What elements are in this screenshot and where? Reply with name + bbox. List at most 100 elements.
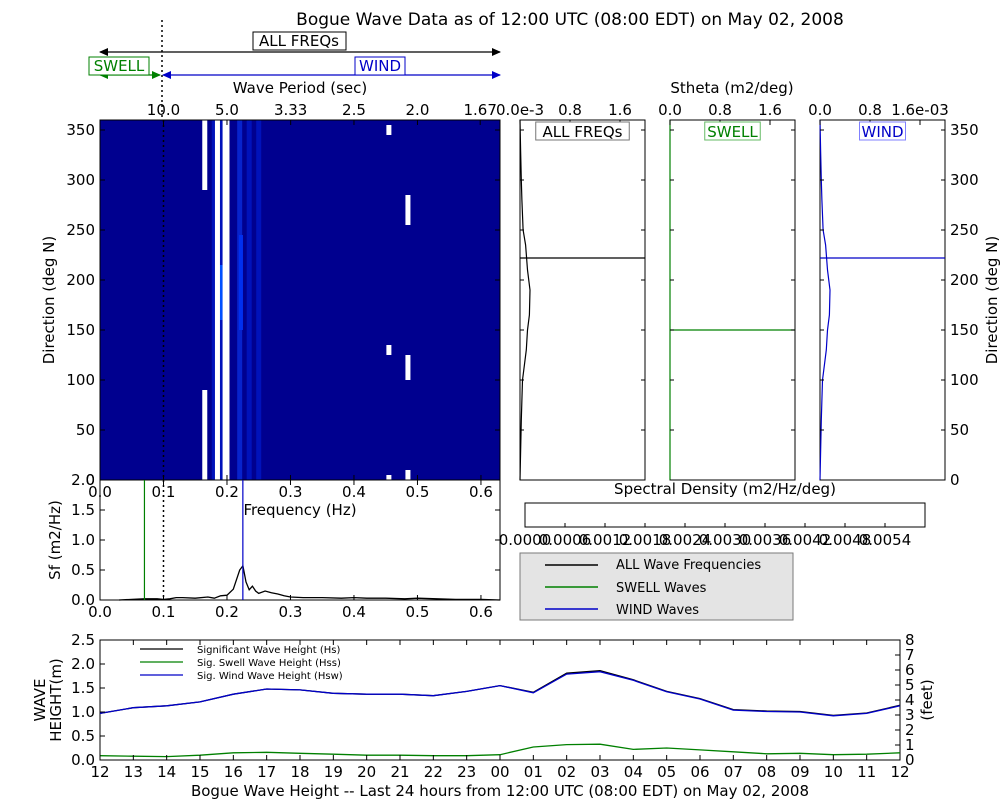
right-y-tick-label: 3 xyxy=(905,706,915,724)
y-tick-label: 150 xyxy=(950,321,979,339)
top-tick-label: 3.33 xyxy=(274,101,307,119)
right-y-tick-label: 5 xyxy=(905,676,915,694)
x-tick-label: 05 xyxy=(657,763,676,781)
missing-data-cell xyxy=(405,195,411,225)
missing-data-cell xyxy=(202,390,208,480)
right-y-tick-label: 8 xyxy=(905,631,915,649)
panel-frame xyxy=(669,119,796,481)
missing-data-cell xyxy=(386,345,392,355)
x-tick-label: 20 xyxy=(357,763,376,781)
top-tick-label: 1.6e-03 xyxy=(891,101,949,119)
x-tick-label: 0.4 xyxy=(342,483,366,501)
colorbar-tick-label: 0.0000 xyxy=(499,531,552,549)
y-tick-label: 1.0 xyxy=(71,531,95,549)
x-tick-label: 03 xyxy=(590,763,609,781)
y-tick-label: 0 xyxy=(85,471,95,489)
x-tick-label: 08 xyxy=(757,763,776,781)
panel-frame xyxy=(519,119,646,481)
y-tick-label: 350 xyxy=(66,121,95,139)
top-tick-label: 10.0 xyxy=(147,101,180,119)
x-tick-label: 17 xyxy=(257,763,276,781)
y-tick-label: 0.5 xyxy=(71,561,95,579)
top-tick-label: 0.8 xyxy=(558,101,582,119)
x-tick-label: 0.6 xyxy=(469,603,493,621)
y-tick-label: 300 xyxy=(66,171,95,189)
colorbar-title: Spectral Density (m2/Hz/deg) xyxy=(614,480,836,498)
x-tick-label: 23 xyxy=(457,763,476,781)
colorbar-tick-label: 0.0042 xyxy=(779,531,832,549)
wind-label-box xyxy=(354,56,406,76)
stheta-curve xyxy=(819,119,831,481)
y-tick-label: 100 xyxy=(950,371,979,389)
colorbar-tick-label: 0.0030 xyxy=(699,531,752,549)
y-tick-label: 200 xyxy=(66,271,95,289)
top-tick-label: 2.0 xyxy=(406,101,430,119)
x-tick-label: 19 xyxy=(324,763,343,781)
x-tick-label: 0.2 xyxy=(215,483,239,501)
y-tick-label: 50 xyxy=(76,421,95,439)
spectrum-panel: 0.0 0.5 1.0 1.5 2.0 0.0 0.1 0.2 0.3 0.4 0.5 0.6 Sf (… xyxy=(46,471,501,621)
y-axis-label-line2: HEIGHT(m) xyxy=(47,658,65,742)
missing-data-cell xyxy=(386,125,392,135)
energy-hotspot xyxy=(218,265,223,320)
swell-label-box xyxy=(88,56,150,76)
wind-label: WIND xyxy=(359,57,401,75)
right-y-axis-label: Direction (deg N) xyxy=(983,236,1000,365)
top-tick-label: 0.0e-3 xyxy=(496,101,544,119)
y-tick-label: 0.0 xyxy=(71,591,95,609)
x-tick-label: 16 xyxy=(224,763,243,781)
colorbar-panel: Spectral Density (m2/Hz/deg) 0.00000.0006… xyxy=(499,480,926,549)
x-tick-label: 0.6 xyxy=(469,483,493,501)
right-y-axis-label: (feet) xyxy=(918,679,936,720)
x-tick-label: 0.2 xyxy=(215,603,239,621)
y-tick-label: 200 xyxy=(950,271,979,289)
height-series-1 xyxy=(99,743,901,758)
heatmap-background xyxy=(100,120,500,480)
all-freqs-label-box xyxy=(252,31,347,51)
x-tick-label: 12 xyxy=(90,763,109,781)
top-tick-label: 0.0 xyxy=(658,101,682,119)
x-tick-label: 0.3 xyxy=(279,483,303,501)
energy-band xyxy=(256,120,262,480)
arrowhead-right-icon xyxy=(492,71,501,79)
y-tick-label: 100 xyxy=(66,371,95,389)
x-tick-label: 0.5 xyxy=(406,603,430,621)
x-tick-label: 09 xyxy=(790,763,809,781)
x-tick-label: 12 xyxy=(890,763,909,781)
right-y-tick-label: 6 xyxy=(905,661,915,679)
panel-label-box xyxy=(704,121,761,141)
top-tick-label: 0.0 xyxy=(808,101,832,119)
x-tick-label: 21 xyxy=(390,763,409,781)
y-tick-label: 250 xyxy=(66,221,95,239)
top-tick-label: 1.6 xyxy=(758,101,782,119)
swell-label: SWELL xyxy=(94,57,145,75)
colorbar-tick-label: 0.0054 xyxy=(859,531,912,549)
stheta-curve xyxy=(519,119,531,481)
y-tick-label: 300 xyxy=(950,171,979,189)
top-tick-label: 1.6 xyxy=(608,101,632,119)
height-series-2 xyxy=(99,671,901,717)
y-tick-label: 350 xyxy=(950,121,979,139)
right-y-tick-label: 0 xyxy=(905,751,915,769)
x-tick-label: 00 xyxy=(490,763,509,781)
legend-label-swell: SWELL Waves xyxy=(616,581,707,596)
y-tick-label: 1.5 xyxy=(71,679,95,697)
x-tick-label: 04 xyxy=(624,763,643,781)
colorbar-tick-label: 0.0006 xyxy=(539,531,592,549)
right-y-tick-label: 4 xyxy=(905,691,915,709)
x-tick-label: 07 xyxy=(724,763,743,781)
panel-label: WIND xyxy=(861,123,903,141)
y-tick-label: 0.5 xyxy=(71,727,95,745)
energy-band xyxy=(246,120,252,480)
colorbar-tick-label: 0.0048 xyxy=(819,531,872,549)
x-tick-label: 13 xyxy=(124,763,143,781)
x-tick-label: 22 xyxy=(424,763,443,781)
top-axis-label: Wave Period (sec) xyxy=(233,79,367,97)
height-legend-label: Sig. Wind Wave Height (Hsw) xyxy=(197,671,343,682)
x-tick-label: 0.0 xyxy=(88,603,112,621)
height-legend-label: Significant Wave Height (Hs) xyxy=(197,645,340,656)
x-axis-label: Bogue Wave Height -- Last 24 hours from … xyxy=(191,782,809,800)
x-tick-label: 10 xyxy=(824,763,843,781)
